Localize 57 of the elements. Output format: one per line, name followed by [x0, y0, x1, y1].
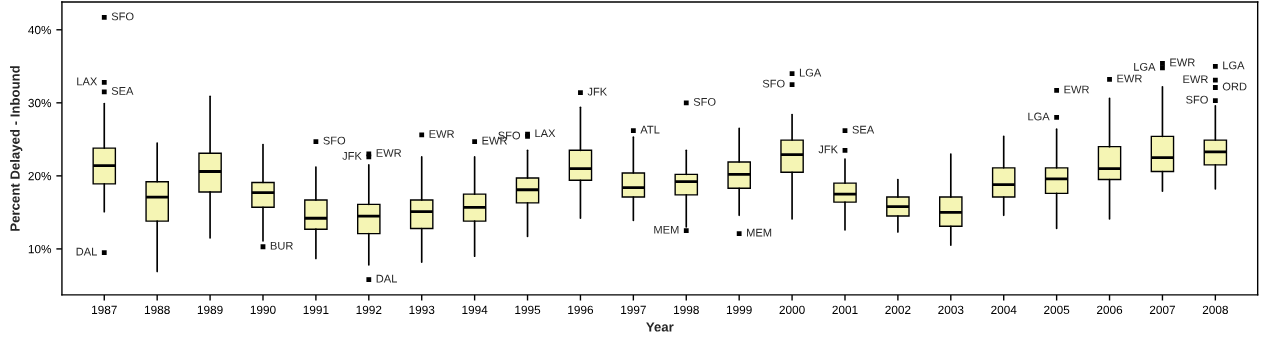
data-label: EWR	[376, 149, 402, 157]
data-label: EWR	[1170, 58, 1195, 67]
x-tick-label: 1995	[515, 305, 541, 315]
data-label: DAL	[76, 247, 97, 256]
y-tick-label: 20%	[28, 171, 52, 181]
data-label: SEA	[852, 125, 875, 134]
data-label: LGA	[1028, 112, 1050, 121]
data-label: MEM	[654, 225, 679, 234]
x-tick-label: 1994	[462, 305, 488, 315]
data-label: LGA	[799, 68, 822, 77]
y-axis-title: Percent Delayed - Inbound	[10, 66, 23, 231]
data-label: MEM	[747, 228, 772, 237]
data-label: SFO	[762, 79, 785, 88]
x-tick-label: 2000	[779, 305, 805, 315]
data-label: EWR	[1117, 74, 1142, 83]
data-label: DAL	[376, 274, 397, 283]
x-tick-label: 1991	[303, 305, 329, 315]
x-tick-label: 1996	[568, 305, 594, 315]
x-tick-label: 1997	[621, 305, 646, 315]
x-tick-label: 1987	[92, 305, 117, 315]
x-tick-label: 1990	[250, 305, 276, 315]
x-tick-label: 2001	[832, 305, 858, 315]
x-axis-title: Year	[646, 322, 674, 332]
x-tick-label: 2003	[938, 305, 964, 315]
data-label: BUR	[270, 241, 293, 250]
x-tick-label: 2006	[1097, 305, 1123, 315]
data-label: LAX	[535, 129, 556, 138]
data-label: ORD	[1222, 82, 1247, 91]
data-label: ATL	[640, 125, 660, 134]
data-label: LAX	[77, 77, 98, 86]
data-label: LGA	[1223, 61, 1245, 70]
x-tick-label: 2005	[1044, 305, 1070, 315]
x-tick-label: 2007	[1149, 305, 1175, 315]
data-label: LGA	[1134, 62, 1156, 71]
x-tick-label: 1998	[674, 305, 699, 315]
data-label: SFO	[693, 97, 716, 106]
data-label: SFO	[323, 136, 346, 145]
x-tick-label: 2004	[991, 305, 1017, 315]
y-tick-label: 10%	[28, 244, 52, 254]
data-label: SFO	[111, 12, 134, 21]
data-label: JFK	[342, 152, 362, 160]
x-tick-label: 1989	[197, 305, 223, 315]
x-tick-label: 1988	[144, 305, 170, 315]
data-label: EWR	[1183, 75, 1208, 84]
data-label: SEA	[111, 86, 134, 95]
data-label: EWR	[429, 130, 455, 138]
y-tick-label: 40%	[28, 25, 52, 35]
x-tick-label: 2002	[885, 305, 911, 315]
x-tick-label: 2008	[1202, 305, 1228, 315]
data-label: SFO	[1186, 95, 1208, 104]
data-label: EWR	[1064, 85, 1089, 94]
x-tick-label: 1993	[409, 305, 435, 315]
data-label: JFK	[818, 145, 838, 154]
data-label: JFK	[587, 87, 608, 96]
y-tick-label: 30%	[28, 98, 52, 108]
x-tick-label: 1999	[726, 305, 752, 315]
x-tick-label: 1992	[356, 305, 382, 315]
